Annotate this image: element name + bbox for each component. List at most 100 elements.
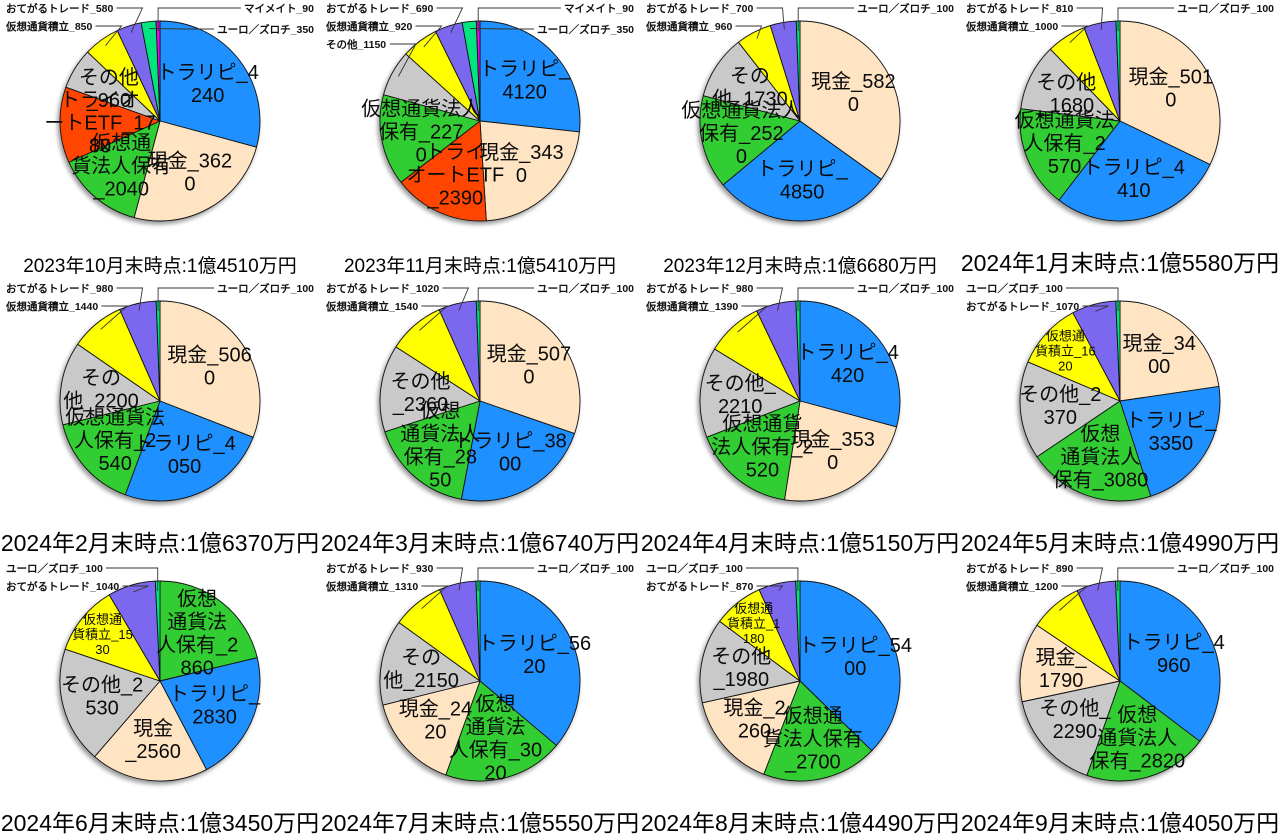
pie-slice [159,657,261,770]
pie-slice-label: 現金_506 0 [167,344,252,390]
pie-slice-label: その他_2 530 [61,673,143,719]
callout-label: ユーロ／ズロチ_100 [966,282,1063,295]
callout-line [1059,585,1089,611]
callout-line [737,305,769,333]
callout-label: ユーロ／ズロチ_350 [537,23,634,36]
callout-label: ユーロ／ズロチ_100 [857,282,954,295]
callout-label: おてがるトレード_870 [646,580,754,593]
pie-slice [59,648,161,758]
callout-line [477,567,534,591]
pie-slice [1020,48,1121,122]
chart-title: 2024年4月末時点:1億5150万円 [640,530,960,556]
chart-title: 2024年6月末時点:1億3450万円 [0,810,320,836]
pie-slice-label: 仮想通貨法人保有_2700 [763,705,863,774]
callout-label: その他_1150 [326,38,386,51]
pie-slice [799,580,901,752]
pie-slice-label: その他_ 2210 [705,372,777,418]
callout-label: ユーロ／ズロチ_100 [6,562,103,575]
pie-slice [1119,20,1221,165]
callout-line [116,7,144,33]
callout-label: 仮想通貨積立_1440 [5,300,98,313]
pie-slice-label: 現金_24 20 [399,698,472,744]
pie-slice-label: 仮想通貨積立_1 180 [727,601,780,646]
pie-slice [1119,300,1220,402]
pie-chart: トラリピ_4 240 現金_362 0仮想通貨法人保有_2040トライオートETF_1… [5,2,314,222]
pie-chart-cell: 現金_507 0 トラリピ_38 00 仮想通貨法人保有_28 50 その他_2360 仮想通… [320,280,640,560]
chart-title: 2024年8月末時点:1億4490万円 [640,810,960,836]
pie-slice [1019,108,1121,201]
pie-slice [159,300,261,438]
pie-slice-label: トラリピ_56 20 [478,633,591,678]
callout-line [477,287,534,311]
chart-title: 2024年7月末時点:1億5550万円 [320,810,640,836]
pie-slice-label: その他_1730 [712,66,788,111]
pie-slice-label: 仮想通貨法人保有_2040 [71,132,171,201]
pie-wedges [1019,580,1221,782]
pie-slice-label: 仮想通貨法人保有_3080 [1053,423,1149,492]
pie-slice-label: 現金_582 0 [811,70,896,116]
callout-label: 仮想通貨積立_1390 [645,300,738,313]
chart-title: 2023年10月末時点:1億4510万円 [23,256,297,277]
pie-slice-label: 現金_2 260 [723,697,785,743]
callout-label: マイメイト_90 [244,3,314,15]
pie-slice-label: 仮想通貨法人保有_2 570 [1015,109,1115,178]
callout-label: おてがるトレード_1020 [326,282,439,295]
pie-slice-label: トラリピ_38 00 [453,430,566,475]
pie-chart-cell: 仮想通貨法人保有_2 860 トラリピ_ 2830 現金_2560 その他_2 530 仮想通… [0,560,320,840]
pie-slice-label: トラリピ_ 3350 [1125,410,1217,455]
pie-chart-cell: トラリピ_4 240 現金_362 0 仮想通貨法人保有_2040 トライオートETF_1… [0,0,320,280]
callout-label: ユーロ／ズロチ_100 [537,282,634,295]
pie-slice-label: 現金_ 1790 [1036,646,1088,692]
callout-line [469,28,534,30]
pie-wedges [699,580,901,782]
callout-line [157,287,214,311]
pie-slice-label: 仮想通貨法人保有_28 50 [400,400,480,492]
pie-slice-label: その他_2 370 [1019,383,1101,429]
chart-title: 2024年1月末時点:1億5580万円 [960,250,1280,276]
pie-slice [94,680,207,782]
pie-slice-label: その他_1980 [711,645,771,691]
callout-label: 仮想通貨積立_1000 [965,20,1058,33]
callout-label: ユーロ／ズロチ_100 [1177,562,1274,575]
pie-wedges [1019,20,1221,222]
pie-wedges [59,20,261,222]
callout-line [756,585,784,591]
pie-slice-label: 現金_362 0 [148,150,233,196]
callout-label: 仮想通貨積立_960 [645,20,733,33]
chart-title: 2023年11月末時点:1億5410万円 [343,256,617,277]
pie-slice-label: トラリピ_4 410 [1083,157,1185,202]
pie-slice [68,120,161,219]
callout-label: 仮想通貨積立_1540 [325,300,418,313]
callout-line [442,287,470,311]
pie-slice [133,120,257,222]
pie-slice-label: 現金_501 0 [1129,66,1214,112]
pie-chart-cell: 現金_582 0 トラリピ_ 4850 仮想通貨法人保有_252 0 その他_1730 仮想通… [640,0,960,280]
callout-label: おてがるトレード_580 [6,2,114,15]
callout-label: ユーロ／ズロチ_100 [1177,2,1274,15]
pie-chart-cell: トラリピ_ 4120 現金_343 0 トライオートETF _2390 仮想通貨法人保有_2… [320,0,640,280]
pie-slice [379,622,481,706]
pie-slice-label: その他_1680 [1036,71,1096,117]
callout-line [1117,567,1174,591]
callout-label: おてがるトレード_700 [646,2,754,15]
callout-line [1076,567,1104,591]
pie-slice [1019,361,1121,458]
callout-line [735,25,763,39]
callout-line [106,567,159,591]
callout-line [746,567,799,591]
callout-label: おてがるトレード_890 [966,562,1074,575]
chart-title: 2024年2月末時点:1億6370万円 [0,530,320,556]
pie-slice [701,680,801,775]
